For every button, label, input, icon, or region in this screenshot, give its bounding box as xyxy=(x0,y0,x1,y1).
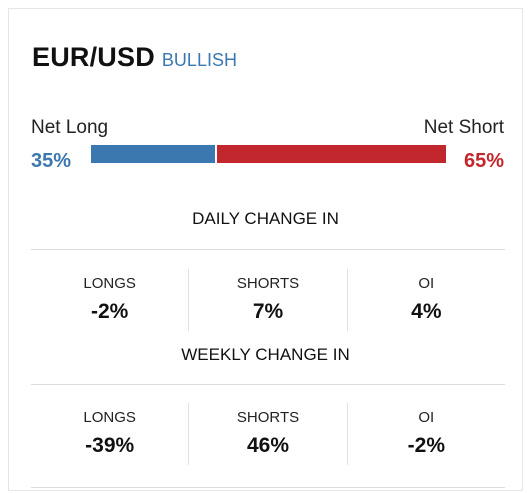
net-short-percent: 65% xyxy=(463,150,504,172)
weekly-stats: LONGS -39% SHORTS 46% OI -2% xyxy=(31,403,505,465)
daily-oi-label: OI xyxy=(418,275,435,292)
weekly-longs-label: LONGS xyxy=(83,409,136,426)
daily-stat-longs: LONGS -2% xyxy=(31,269,188,331)
title-row: EUR/USD BULLISH xyxy=(32,42,237,73)
weekly-oi-label: OI xyxy=(418,409,435,426)
sentiment-bar xyxy=(91,145,446,163)
net-short-label: Net Short xyxy=(423,117,504,138)
net-long-percent: 35% xyxy=(31,150,72,172)
currency-pair-title[interactable]: EUR/USD xyxy=(32,42,155,72)
weekly-stat-oi: OI -2% xyxy=(346,403,505,465)
sentiment-bar-long xyxy=(91,145,215,163)
sentiment-bar-short xyxy=(217,145,446,163)
weekly-longs-value: -39% xyxy=(85,434,135,457)
sentiment-bar-divider xyxy=(215,145,217,163)
daily-change-title: DAILY CHANGE IN xyxy=(192,209,339,228)
daily-divider-top xyxy=(31,249,505,250)
bias-badge: BULLISH xyxy=(161,50,237,70)
weekly-stat-longs: LONGS -39% xyxy=(31,403,188,465)
weekly-shorts-label: SHORTS xyxy=(236,409,300,426)
weekly-stat-shorts: SHORTS 46% xyxy=(188,403,346,465)
weekly-shorts-value: 46% xyxy=(246,434,289,457)
daily-stat-shorts: SHORTS 7% xyxy=(188,269,346,331)
daily-shorts-label: SHORTS xyxy=(236,275,300,292)
daily-oi-value: 4% xyxy=(411,300,442,323)
net-long-label: Net Long xyxy=(31,117,109,138)
daily-longs-label: LONGS xyxy=(83,275,136,292)
weekly-divider-top xyxy=(31,384,505,385)
daily-longs-value: -2% xyxy=(90,300,129,323)
weekly-divider-bottom xyxy=(31,487,505,488)
weekly-oi-value: -2% xyxy=(407,434,445,457)
daily-stat-oi: OI 4% xyxy=(346,269,505,331)
weekly-change-title: WEEKLY CHANGE IN xyxy=(181,345,350,364)
sentiment-card: EUR/USD BULLISH Net Long Net Short 35% 6… xyxy=(8,8,523,491)
daily-stats: LONGS -2% SHORTS 7% OI 4% xyxy=(31,269,505,331)
daily-shorts-value: 7% xyxy=(252,300,284,323)
